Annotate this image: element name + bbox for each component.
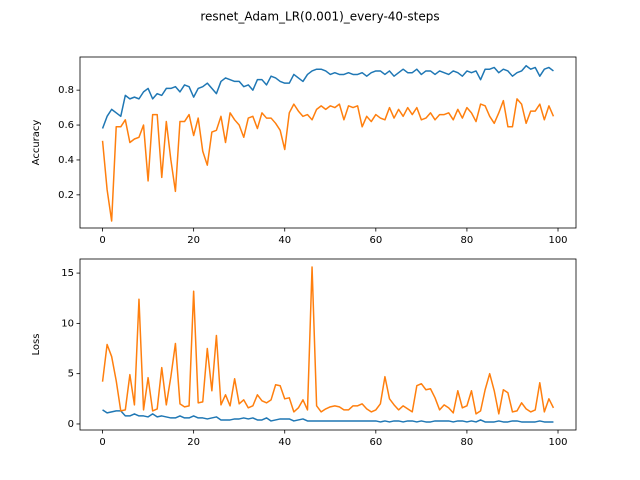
x-tick-label: 0 [99,437,105,448]
plot-frame [79,56,577,229]
x-tick-label: 60 [369,235,382,246]
series-line [101,266,555,415]
y-tick-label: 0.2 [58,190,74,201]
x-tick-label: 40 [278,437,291,448]
x-tick-label: 20 [187,235,200,246]
y-tick-label: 15 [61,268,74,279]
plot-frame [79,258,577,431]
y-tick-label: 5 [68,369,74,380]
x-tick-label: 80 [461,235,474,246]
series-line [102,409,554,423]
y-tick-label: 0.8 [58,85,74,96]
x-tick-label: 40 [278,235,291,246]
x-tick-label: 20 [187,437,200,448]
y-axis-label: Loss [31,334,42,356]
y-tick-label: 0 [68,419,74,430]
series-line [101,64,554,129]
x-tick-label: 100 [548,437,567,448]
chart-title: resnet_Adam_LR(0.001)_every-40-steps [200,10,439,24]
x-tick-label: 60 [369,437,382,448]
series-line [101,98,555,222]
x-tick-label: 100 [548,235,567,246]
y-tick-label: 0.6 [58,120,74,131]
x-tick-label: 0 [99,235,105,246]
y-axis-label: Accuracy [31,120,42,166]
y-tick-label: 0.4 [58,155,74,166]
x-tick-label: 80 [461,437,474,448]
y-tick-label: 10 [61,318,74,329]
